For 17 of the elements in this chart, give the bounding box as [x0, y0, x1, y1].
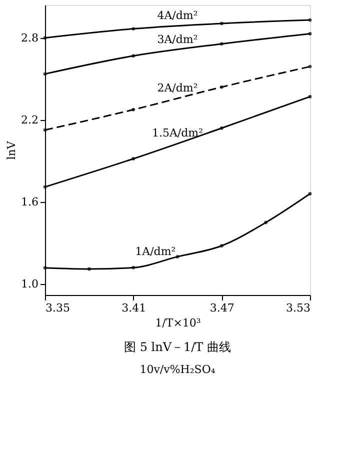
x-tick-label: 3.53 [286, 302, 310, 314]
text: 图 5 lnV－1/T 曲线 [124, 340, 231, 354]
y-tick-label: 2.8 [21, 31, 38, 44]
y-tick-label: 1.6 [21, 195, 38, 208]
x-tick-label: 3.47 [210, 302, 234, 314]
series-label: 4A/dm² [157, 9, 198, 22]
x-tick-label: 3.35 [46, 302, 70, 314]
series-label: 1A/dm² [135, 245, 176, 258]
y-tick-label: 1.0 [21, 278, 38, 291]
y-axis-title: lnV [5, 140, 18, 160]
text: 10v/v%H₂SO₄ [140, 363, 216, 376]
series-label: 2A/dm² [157, 81, 198, 94]
series-label: 3A/dm² [157, 32, 198, 46]
series-label: 1.5A/dm² [152, 126, 204, 140]
x-tick-label: 3.41 [122, 302, 146, 314]
y-tick-label: 2.2 [21, 113, 38, 126]
x-axis-title: 1/T×10³ [155, 316, 201, 330]
